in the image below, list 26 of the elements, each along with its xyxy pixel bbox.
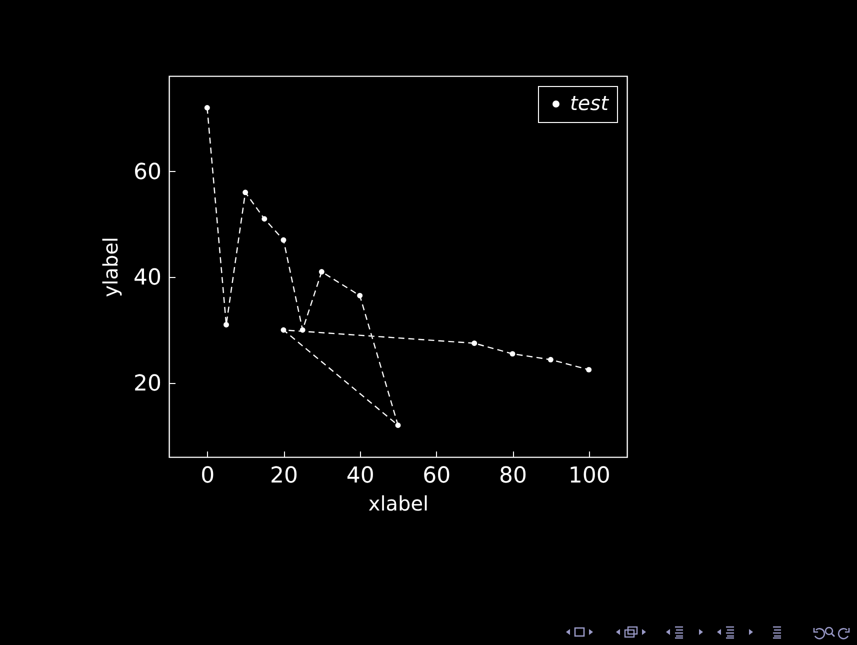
point	[357, 292, 363, 298]
x-tick-label: 60	[422, 464, 451, 488]
point	[510, 351, 516, 357]
point	[280, 237, 286, 243]
x-tick-label: 20	[270, 464, 298, 488]
point	[300, 327, 306, 333]
point	[262, 216, 268, 222]
point	[395, 422, 401, 428]
y-axis-title: ylabel	[98, 236, 123, 298]
x-axis-title: xlabel	[368, 492, 429, 516]
point	[224, 322, 229, 328]
legend-label: test	[570, 91, 610, 115]
point	[204, 105, 210, 110]
x-tick-label: 0	[200, 464, 215, 488]
point	[242, 190, 248, 196]
x-tick-label: 40	[346, 464, 374, 488]
point	[472, 340, 478, 346]
y-tick-label: 40	[134, 266, 162, 291]
y-tick-label: 20	[134, 371, 162, 396]
point	[586, 366, 592, 372]
x-tick-label: 100	[568, 464, 610, 488]
x-tick-label: 80	[499, 464, 527, 488]
point	[318, 269, 324, 275]
point	[280, 327, 286, 333]
point	[548, 356, 554, 362]
y-tick-label: 60	[134, 160, 162, 185]
